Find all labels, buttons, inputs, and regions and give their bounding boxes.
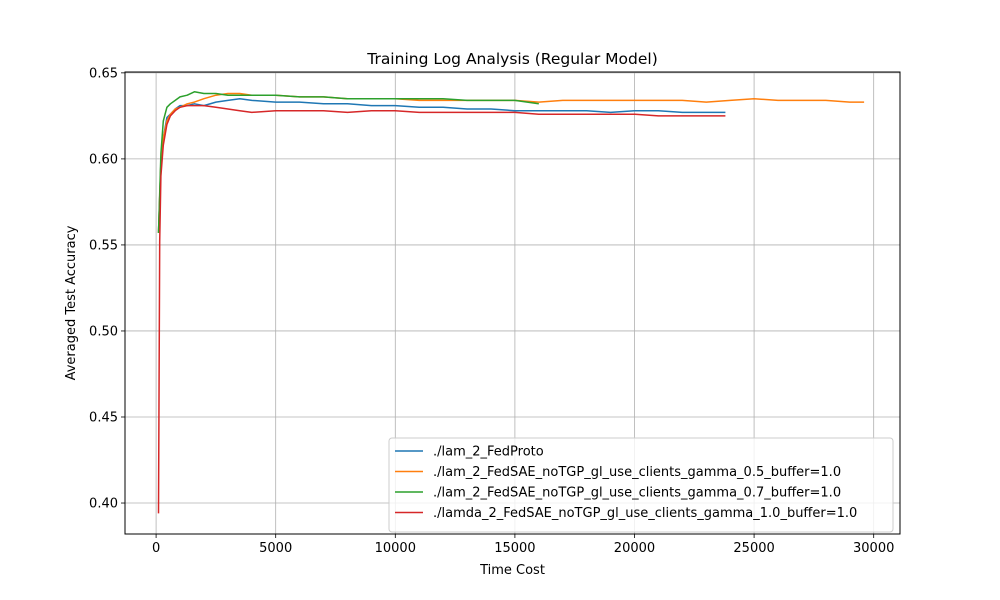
chart-title: Training Log Analysis (Regular Model) [366, 50, 658, 68]
series-line-4 [157, 104, 726, 514]
x-tick-label: 30000 [853, 541, 894, 556]
y-tick-label: 0.50 [89, 324, 118, 339]
y-tick-label: 0.45 [89, 410, 118, 425]
axis-ticks: 0 5000 10000 15000 20000 25000 30000 0.40 0.45 0.… [89, 66, 894, 556]
legend-label: ./lam_2_FedSAE_noTGP_gl_use_clients_gamm… [433, 486, 841, 501]
legend-label: ./lam_2_FedSAE_noTGP_gl_use_clients_gamm… [433, 465, 841, 480]
legend-label: ./lamda_2_FedSAE_noTGP_gl_use_clients_ga… [433, 506, 857, 521]
series-lines [157, 91, 865, 514]
y-tick-label: 0.65 [89, 66, 118, 81]
x-tick-label: 0 [152, 541, 160, 556]
x-axis-label: Time Cost [479, 563, 545, 578]
series-line-3 [157, 91, 539, 233]
x-tick-label: 25000 [733, 541, 774, 556]
y-tick-label: 0.55 [89, 238, 118, 253]
y-axis-label: Averaged Test Accuracy [64, 225, 79, 380]
x-tick-label: 10000 [375, 541, 416, 556]
plot-frame [124, 71, 901, 535]
legend: ./lam_2_FedProto ./lam_2_FedSAE_noTGP_gl_… [388, 437, 894, 533]
legend-label: ./lam_2_FedProto [433, 445, 544, 460]
series-line-1 [157, 97, 726, 233]
legend-box [388, 437, 894, 533]
x-tick-label: 15000 [494, 541, 535, 556]
grid [125, 72, 900, 534]
y-tick-label: 0.40 [89, 497, 118, 512]
x-tick-label: 5000 [259, 541, 292, 556]
series-line-2 [157, 92, 865, 233]
x-tick-label: 20000 [614, 541, 655, 556]
y-tick-label: 0.60 [89, 152, 118, 167]
